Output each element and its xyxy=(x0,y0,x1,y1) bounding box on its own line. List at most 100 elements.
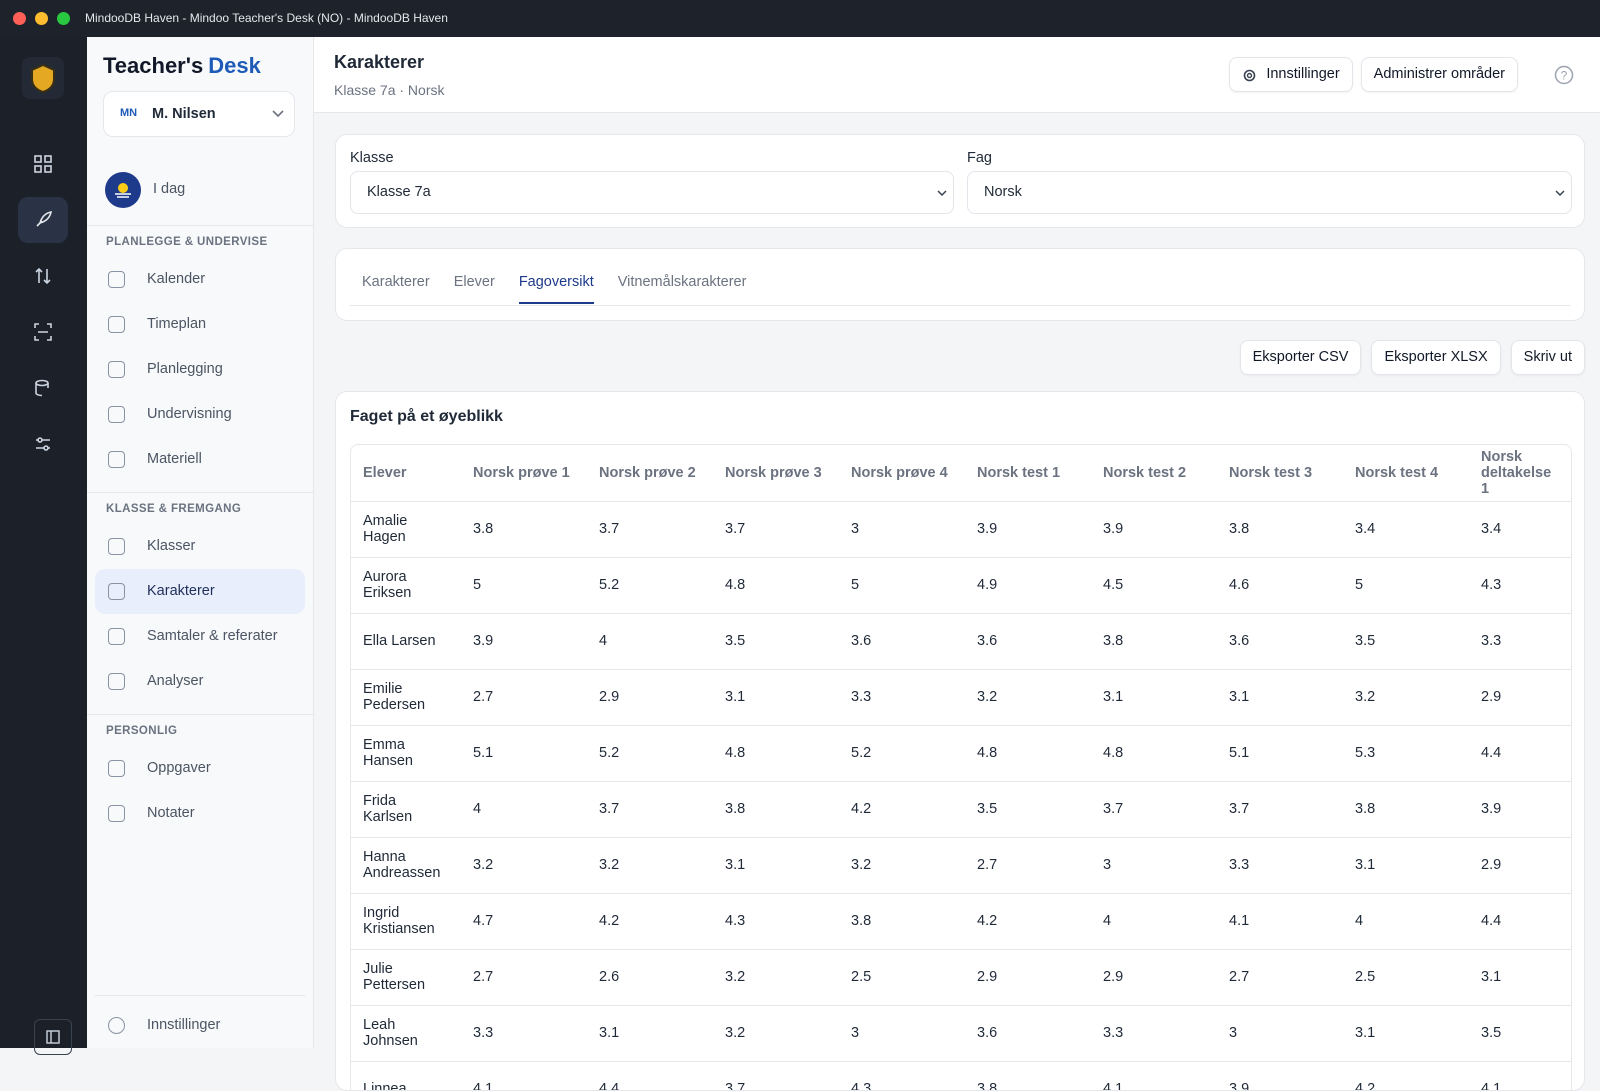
nav-icon xyxy=(108,628,125,645)
export-button[interactable]: Skriv ut xyxy=(1510,340,1585,375)
nav-item[interactable]: Materiell xyxy=(95,437,305,482)
column-header: Norsk prøve 4 xyxy=(839,445,965,502)
class-select[interactable]: Klasse 7a xyxy=(350,171,954,214)
column-header: Norsk deltakelse 1 xyxy=(1469,445,1571,502)
grade-cell: 3.2 xyxy=(461,837,587,894)
grade-cell: 3.7 xyxy=(587,781,713,838)
column-header: Norsk prøve 1 xyxy=(461,445,587,502)
filter-label: Klasse xyxy=(350,150,394,166)
nav-label: Notater xyxy=(147,805,195,821)
sidebar: Teacher's Desk MN M. Nilsen I dag PLANLEG… xyxy=(87,37,314,1048)
grade-cell: 4 xyxy=(1091,893,1217,950)
settings-button[interactable]: Innstillinger xyxy=(1229,57,1353,92)
student-name: Amalie Hagen xyxy=(351,501,461,558)
grade-cell: 3.1 xyxy=(587,1005,713,1062)
grade-cell: 3.3 xyxy=(1091,1005,1217,1062)
student-name: Ingrid Kristiansen xyxy=(351,893,461,950)
grade-cell: 3.2 xyxy=(839,837,965,894)
close-button[interactable] xyxy=(13,12,26,25)
areas-button[interactable]: Administrer områder xyxy=(1360,57,1518,92)
grade-cell: 3 xyxy=(1091,837,1217,894)
grade-cell: 2.7 xyxy=(461,949,587,1006)
user-name: M. Nilsen xyxy=(152,106,216,122)
user-selector[interactable]: MN M. Nilsen xyxy=(103,91,295,137)
export-actions: Eksporter CSV Eksporter XLSX Skriv ut xyxy=(1239,340,1585,375)
header-actions: Innstillinger Administrer områder xyxy=(1229,57,1518,92)
nav-item[interactable]: Oppgaver xyxy=(95,746,305,791)
today-link[interactable]: I dag xyxy=(153,181,186,197)
nav-item[interactable]: Notater xyxy=(95,791,305,836)
section-title: KLASSE & FREMGANG xyxy=(87,492,313,524)
grade-cell: 3.3 xyxy=(839,669,965,726)
nav-icon xyxy=(108,406,125,423)
grade-cell: 3.7 xyxy=(1217,781,1343,838)
minimize-button[interactable] xyxy=(35,12,48,25)
dashboard-icon[interactable] xyxy=(18,141,68,187)
nav-label: Analyser xyxy=(147,673,204,689)
column-header: Norsk prøve 3 xyxy=(713,445,839,502)
grade-cell: 2.9 xyxy=(965,949,1091,1006)
tab[interactable]: Vitnemålskarakterer xyxy=(617,274,747,290)
grade-cell: 4.2 xyxy=(965,893,1091,950)
grade-cell: 4.1 xyxy=(1091,1061,1217,1090)
grade-cell: 3.8 xyxy=(839,893,965,950)
grade-cell: 3.9 xyxy=(461,613,587,670)
title-bar: MindooDB Haven - Mindoo Teacher's Desk (… xyxy=(0,0,1600,37)
grade-cell: 4.7 xyxy=(461,893,587,950)
scan-icon[interactable] xyxy=(18,309,68,355)
column-header: Norsk prøve 2 xyxy=(587,445,713,502)
table-row: Hanna Andreassen 3.2 3.2 3.1 3.2 2.7 3 3.3 3.1 2.… xyxy=(351,837,1571,894)
filter-icon[interactable] xyxy=(18,421,68,467)
tab[interactable]: Karakterer xyxy=(362,274,430,290)
student-name: Julie Pettersen xyxy=(351,949,461,1006)
tab[interactable]: Elever xyxy=(453,274,495,290)
select-value: Klasse 7a xyxy=(367,184,431,200)
grade-cell: 5.2 xyxy=(587,725,713,782)
zoom-button[interactable] xyxy=(57,12,70,25)
grade-cell: 4.8 xyxy=(713,557,839,614)
grade-cell: 3.8 xyxy=(965,1061,1091,1090)
header-row: Elever Norsk prøve 1 Norsk prøve 2 Norsk pr… xyxy=(351,445,1571,502)
grade-cell: 5 xyxy=(839,557,965,614)
nav-item[interactable]: Undervisning xyxy=(95,392,305,437)
nav-item[interactable]: Innstillinger xyxy=(95,1003,305,1048)
icon-rail xyxy=(0,37,87,1055)
export-button[interactable]: Eksporter XLSX xyxy=(1371,340,1501,375)
export-button[interactable]: Eksporter CSV xyxy=(1239,340,1362,375)
grade-cell: 3.2 xyxy=(1343,669,1469,726)
nav-item[interactable]: Planlegging xyxy=(95,347,305,392)
user-initials: MN xyxy=(120,107,138,119)
subject-select[interactable]: Norsk xyxy=(967,171,1572,214)
table-row: Linnea 4.1 4.4 3.7 4.3 3.8 4.1 3.9 4.2 4.1 xyxy=(351,1061,1571,1090)
nav-item[interactable]: Timeplan xyxy=(95,302,305,347)
grade-cell: 5.2 xyxy=(587,557,713,614)
nav-item[interactable]: Klasser xyxy=(95,524,305,569)
collapse-toggle[interactable] xyxy=(34,1019,72,1055)
grade-cell: 3.1 xyxy=(1217,669,1343,726)
nav-item[interactable]: Karakterer xyxy=(95,569,305,614)
nav-item[interactable]: Samtaler & referater xyxy=(95,614,305,659)
table-row: Emma Hansen 5.1 5.2 4.8 5.2 4.8 4.8 5.1 5.3 4.4 xyxy=(351,725,1571,782)
grade-cell: 2.9 xyxy=(587,669,713,726)
grade-cell: 4.3 xyxy=(839,1061,965,1090)
help-icon[interactable]: ? xyxy=(1554,65,1574,85)
grade-cell: 4.8 xyxy=(965,725,1091,782)
database-icon[interactable] xyxy=(18,365,68,411)
sync-icon[interactable] xyxy=(18,253,68,299)
grade-cell: 5.3 xyxy=(1343,725,1469,782)
nav-item[interactable]: Analyser xyxy=(95,659,305,704)
grade-cell: 4.1 xyxy=(1469,1061,1571,1090)
grade-cell: 3.1 xyxy=(713,837,839,894)
grade-cell: 4.9 xyxy=(965,557,1091,614)
launch-icon[interactable] xyxy=(18,197,68,243)
today-icon xyxy=(105,172,141,208)
table-row: Emilie Pedersen 2.7 2.9 3.1 3.3 3.2 3.1 3.1 3.2 2… xyxy=(351,669,1571,726)
grade-cell: 3.1 xyxy=(1469,949,1571,1006)
tab[interactable]: Fagoversikt xyxy=(518,249,594,304)
nav-icon xyxy=(108,316,125,333)
grade-cell: 4.4 xyxy=(587,1061,713,1090)
nav-icon xyxy=(108,805,125,822)
nav-item[interactable]: Kalender xyxy=(95,257,305,302)
table-row: Aurora Eriksen 5 5.2 4.8 5 4.9 4.5 4.6 5 4.3 xyxy=(351,557,1571,614)
